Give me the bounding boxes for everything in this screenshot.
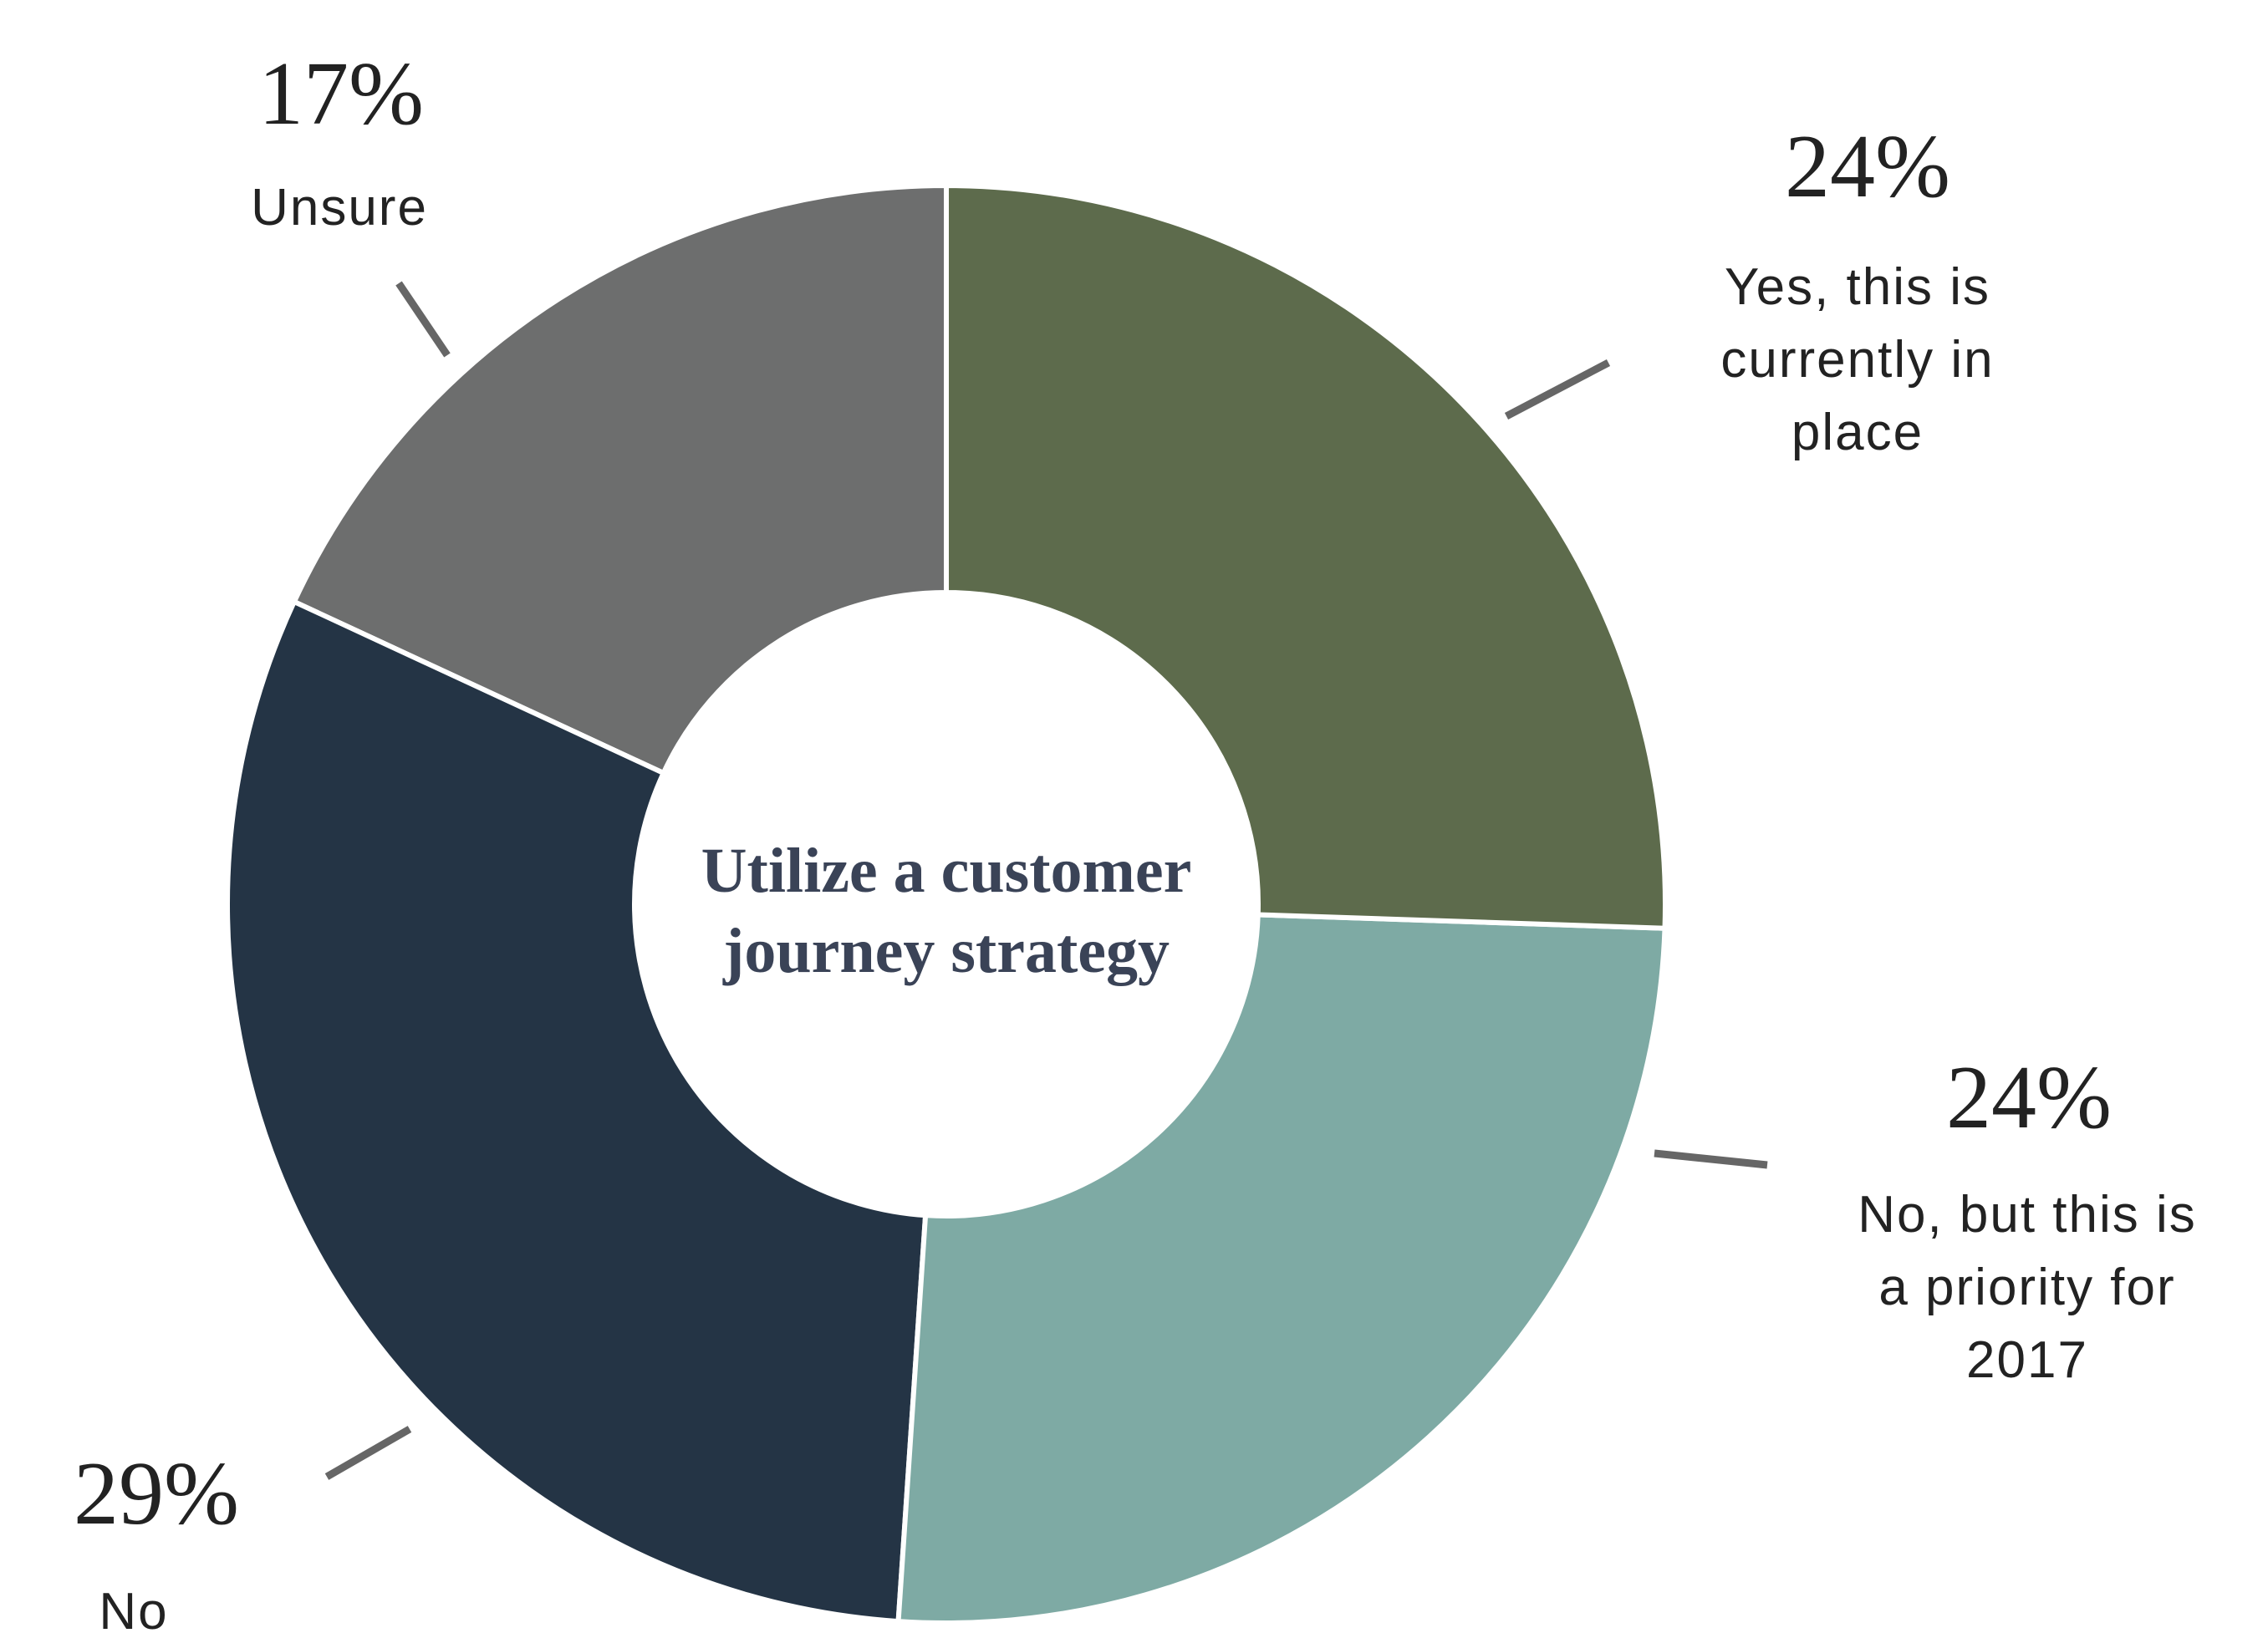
donut-slice xyxy=(944,182,1668,931)
value-label: 17% xyxy=(258,44,424,144)
donut-slice xyxy=(225,598,929,1625)
value-label: 29% xyxy=(74,1444,239,1544)
chart-title: Utilize a customer journey strategy xyxy=(701,836,1192,986)
donut-slice xyxy=(290,182,949,776)
category-label: No, but this is a priority for 2017 xyxy=(1858,1186,2197,1389)
category-label: Yes, this is currently in place xyxy=(1720,258,1995,461)
leader-line xyxy=(1504,359,1611,420)
leader-line xyxy=(324,1426,412,1480)
category-label: Unsure xyxy=(251,179,428,237)
category-label: No xyxy=(99,1583,169,1633)
value-label: 24% xyxy=(1785,117,1950,216)
donut-slice xyxy=(895,912,1668,1625)
value-label: 24% xyxy=(1946,1048,2112,1147)
leader-line xyxy=(395,281,451,358)
leader-lines xyxy=(324,281,1768,1480)
leader-line xyxy=(1654,1149,1768,1169)
